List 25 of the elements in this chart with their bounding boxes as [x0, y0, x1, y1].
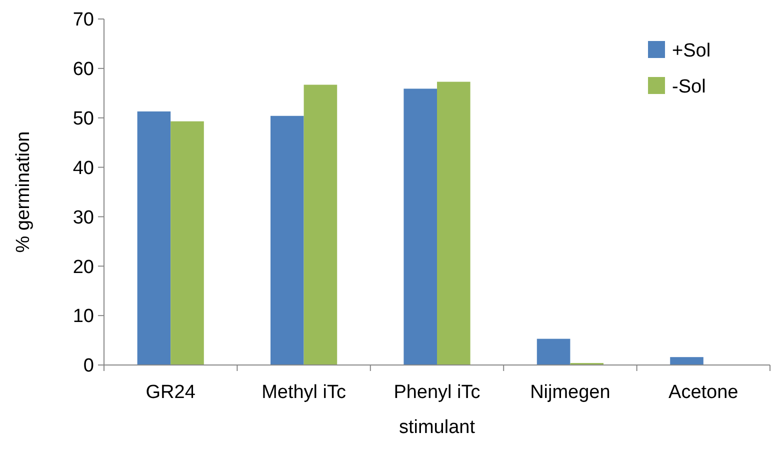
legend-label: -Sol	[672, 76, 706, 98]
bar	[536, 338, 570, 365]
bar	[137, 111, 171, 365]
bar	[304, 84, 338, 365]
y-tick-label: 20	[72, 256, 94, 278]
y-tick-label: 40	[72, 158, 94, 179]
y-tick-label: 50	[72, 108, 94, 130]
y-tick-label: 0	[83, 356, 94, 377]
y-tick-label: 10	[72, 306, 94, 328]
x-tick-label: GR24	[146, 382, 196, 403]
x-axis-title: stimulant	[398, 417, 476, 438]
y-tick-label: 60	[72, 59, 94, 80]
bar	[404, 88, 437, 365]
x-tick-label: Nijmegen	[530, 382, 610, 403]
bar	[170, 121, 204, 365]
legend-label: +Sol	[672, 40, 711, 62]
x-tick-label: Methyl iTc	[262, 382, 346, 403]
bar	[670, 357, 704, 365]
bar	[437, 82, 470, 365]
y-tick-label: 30	[72, 207, 94, 228]
bar	[270, 116, 304, 365]
x-tick-label: Phenyl iTc	[394, 382, 480, 403]
x-tick-label: Acetone	[668, 382, 738, 403]
y-tick-label: 70	[72, 10, 94, 31]
y-axis-title: % germination	[13, 131, 34, 253]
